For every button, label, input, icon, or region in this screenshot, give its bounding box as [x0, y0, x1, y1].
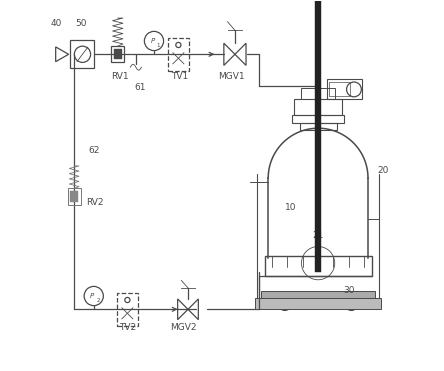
- Bar: [329, 82, 349, 96]
- Bar: [327, 79, 362, 99]
- Bar: [111, 46, 124, 62]
- Text: P: P: [90, 293, 95, 299]
- Bar: [70, 191, 78, 202]
- Text: MGV1: MGV1: [218, 72, 245, 81]
- Text: 30: 30: [344, 286, 355, 295]
- Bar: [265, 256, 372, 276]
- Text: 2: 2: [96, 298, 100, 303]
- Text: MGV2: MGV2: [170, 323, 196, 332]
- Text: 40: 40: [51, 19, 62, 28]
- Bar: [315, 0, 321, 272]
- Bar: [71, 40, 95, 68]
- Bar: [300, 124, 337, 130]
- Text: 61: 61: [134, 83, 146, 92]
- Bar: [67, 188, 81, 205]
- Text: 50: 50: [75, 19, 87, 28]
- Text: 20: 20: [377, 166, 388, 175]
- Bar: [294, 99, 342, 115]
- Text: RV2: RV2: [86, 198, 103, 207]
- Bar: [168, 37, 189, 71]
- Bar: [114, 49, 122, 59]
- Bar: [261, 291, 375, 298]
- Text: P: P: [151, 37, 155, 44]
- Bar: [301, 88, 335, 99]
- Text: RV1: RV1: [111, 72, 129, 81]
- Bar: [117, 293, 138, 326]
- Text: 1: 1: [157, 43, 160, 47]
- Text: 10: 10: [285, 203, 296, 212]
- Text: 62: 62: [89, 146, 100, 155]
- Bar: [255, 298, 381, 309]
- Text: TV1: TV1: [171, 72, 188, 81]
- Text: TV2: TV2: [119, 323, 136, 332]
- Bar: [292, 115, 344, 124]
- Text: 21: 21: [313, 231, 324, 240]
